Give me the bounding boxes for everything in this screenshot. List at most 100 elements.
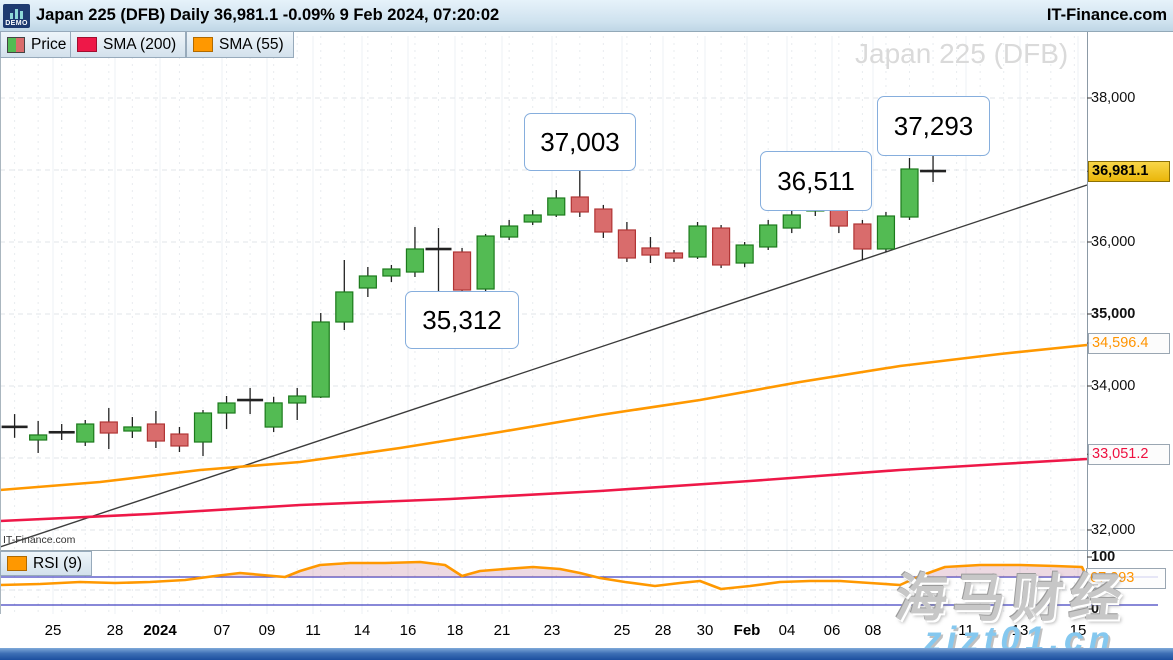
date-axis-label: 28 [106,622,124,639]
sma200-swatch-icon [77,37,97,52]
candle-body[interactable] [193,412,213,443]
candle-body[interactable] [617,229,637,259]
date-axis-label: 21 [493,622,511,639]
date-axis[interactable]: 25 28 2024 07 09 11 14 16 18 21 23 25 28 30 Feb 04 06 08 1… [0,614,1173,648]
date-axis-label: 14 [353,622,371,639]
date-axis-label: 11 [958,622,974,639]
date-axis-label: 06 [823,622,841,639]
candle-body[interactable] [288,395,307,404]
candle-body[interactable] [735,244,754,264]
rsi-axis-label: 0 [1091,601,1100,617]
candle-body[interactable] [382,268,401,277]
date-axis-label: 23 [543,622,561,639]
price-callout[interactable]: 37,293 [877,96,990,156]
date-axis-label: 15 [1069,622,1087,639]
candle-body[interactable] [311,321,330,398]
rsi-overbought-fill [917,565,1087,577]
brand-label: IT-Finance.com [1046,6,1167,24]
date-axis-label: 04 [778,622,796,639]
date-axis-label: 30 [696,622,714,639]
candle-body[interactable] [170,433,189,447]
price-callout[interactable]: 37,003 [524,113,636,171]
price-axis-label[interactable]: 36,000 [1091,234,1136,250]
sma55-value-label[interactable]: 34,596.4 [1088,332,1170,354]
sma200-value-label[interactable]: 33,051.2 [1088,443,1170,465]
candle-body[interactable] [900,168,919,218]
rsi-overbought-fill [285,562,596,577]
candle-body[interactable] [99,421,118,434]
candle-body[interactable] [688,225,707,258]
rsi-axis-label: 100 [1091,549,1116,565]
candlestick-logo-icon [10,8,23,19]
price-candle-icon [7,36,25,53]
candle-body[interactable] [594,208,613,233]
date-axis-label: 25 [44,622,62,639]
candle-body[interactable] [264,402,283,428]
candle-body[interactable] [782,214,801,229]
date-axis-label: 28 [654,622,672,639]
candle-body[interactable] [711,227,731,266]
candle-body[interactable] [476,235,495,290]
last-price-label[interactable]: 36,981.1 [1088,160,1170,182]
candle-body[interactable] [29,434,48,441]
candle-body[interactable] [570,196,589,213]
date-axis-label: 07 [213,622,231,639]
doji-candle[interactable] [425,247,452,251]
date-axis-label: 11 [305,622,321,639]
candle-body[interactable] [664,252,684,259]
legend-price-label: Price [31,35,67,53]
trendline[interactable] [0,184,1088,548]
candle-body[interactable] [452,251,472,291]
date-axis-label: 13 [1011,622,1029,639]
candle-body[interactable] [76,423,95,443]
legend-price-chip[interactable]: Price [0,31,77,58]
legend-sma200-label: SMA (200) [103,35,177,53]
candle-body[interactable] [853,223,872,250]
legend-sma200-chip[interactable]: SMA (200) [70,31,187,58]
instrument-title: Japan 225 (DFB) Daily 36,981.1 -0.09% 9 … [36,6,500,24]
candle-body[interactable] [123,426,142,432]
doji-candle[interactable] [920,169,947,173]
candle-body[interactable] [876,215,896,250]
rsi-swatch-icon [7,556,27,571]
date-axis-label: 09 [258,622,276,639]
site-small-label: IT-Finance.com [3,534,76,546]
rsi-line[interactable] [0,560,1089,591]
date-axis-label: 18 [446,622,464,639]
legend-rsi-label: RSI (9) [33,554,83,572]
candle-body[interactable] [523,214,542,223]
doji-candle[interactable] [1,425,28,429]
price-axis-label[interactable]: 38,000 [1091,90,1136,106]
candle-body[interactable] [641,247,660,256]
candle-body[interactable] [217,402,236,414]
candle-body[interactable] [547,197,566,216]
title-bar: DEMO Japan 225 (DFB) Daily 36,981.1 -0.0… [0,0,1173,32]
candle-body[interactable] [335,291,354,323]
candle-body[interactable] [146,423,165,442]
candle-body[interactable] [829,208,848,227]
date-axis-label: 25 [613,622,631,639]
bottom-status-bar [0,648,1173,660]
doji-candle[interactable] [48,430,75,434]
sma55-line[interactable] [0,343,1088,492]
price-axis-label[interactable]: 35,000 [1091,306,1136,322]
legend-rsi-chip[interactable]: RSI (9) [0,551,93,576]
candle-body[interactable] [358,275,377,289]
price-axis-label[interactable]: 32,000 [1091,522,1136,538]
demo-logo-icon: DEMO [3,3,30,28]
price-callout[interactable]: 35,312 [405,291,519,349]
candle-body[interactable] [759,224,778,248]
date-axis-label: 2024 [143,622,177,639]
legend-sma55-chip[interactable]: SMA (55) [186,31,294,58]
candle-body[interactable] [405,248,425,273]
doji-candle[interactable] [237,398,264,402]
candle-body[interactable] [500,225,519,238]
legend-sma55-label: SMA (55) [219,35,284,53]
price-callout[interactable]: 36,511 [760,151,872,211]
demo-logo-label: DEMO [5,19,28,27]
sma200-line[interactable] [0,457,1088,523]
price-axis-label[interactable]: 34,000 [1091,378,1136,394]
date-axis-label: Feb [733,622,761,639]
rsi-value-label: 67.293 [1086,567,1166,589]
